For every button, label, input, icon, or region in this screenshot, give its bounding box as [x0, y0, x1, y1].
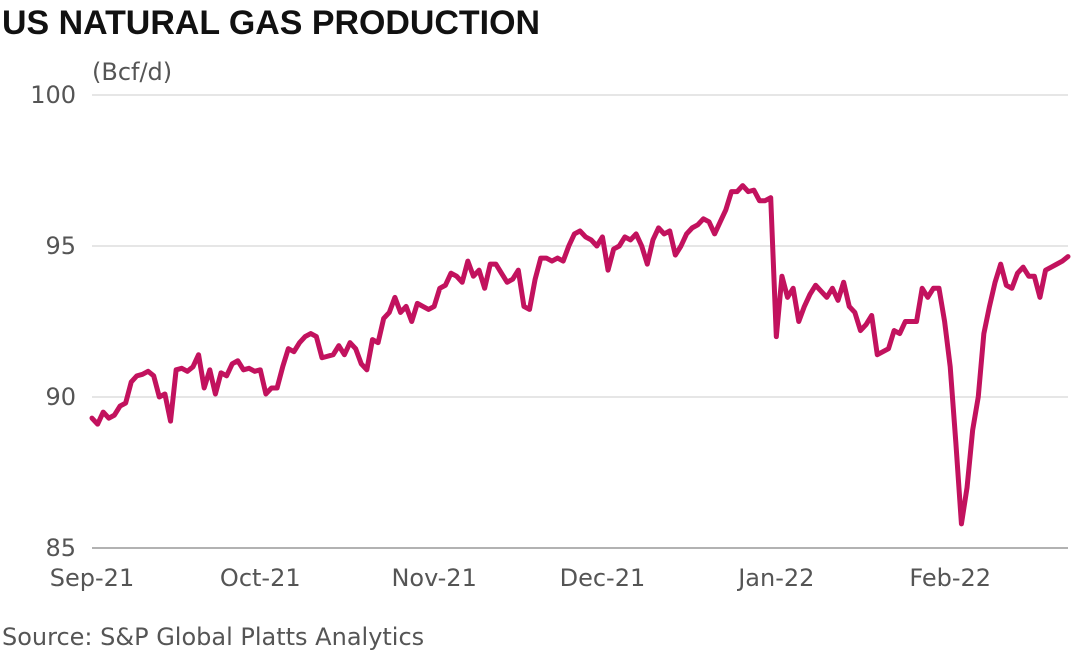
x-tick-label: Nov-21 [391, 564, 476, 592]
x-tick-label: Feb-22 [909, 564, 991, 592]
x-tick-label: Jan-22 [736, 564, 814, 592]
y-tick-label: 100 [30, 81, 76, 109]
chart-title: US NATURAL GAS PRODUCTION [2, 4, 540, 42]
line [89, 183, 1071, 527]
y-tick-label: 95 [45, 232, 76, 260]
x-tick-label: Sep-21 [50, 564, 134, 592]
source: Source: S&P Global Platts Analytics [2, 623, 424, 651]
y-axis-label: (Bcf/d) [92, 58, 172, 86]
y-tick-label: 90 [45, 383, 76, 411]
y-tick-label: 85 [45, 534, 76, 562]
x-tick-label: Dec-21 [560, 564, 646, 592]
x-tick-label: Oct-21 [220, 564, 301, 592]
